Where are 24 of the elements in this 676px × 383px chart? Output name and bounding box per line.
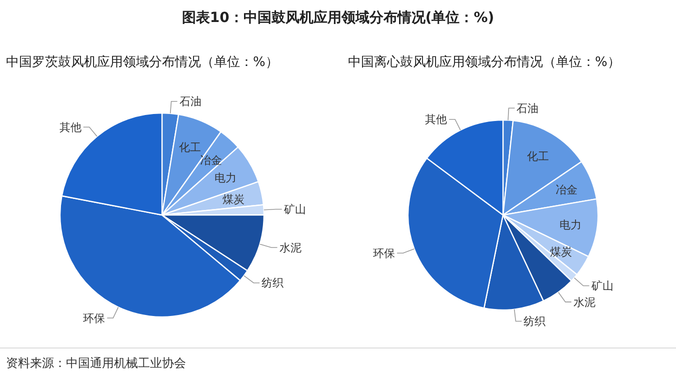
- slice-label: 石油: [516, 102, 539, 116]
- slice-label: 化工: [178, 140, 201, 154]
- slice-label: 石油: [179, 95, 202, 108]
- slice-label: 化工: [527, 150, 550, 164]
- slice-label: 矿山: [590, 280, 614, 293]
- text: 图表10：中国鼓风机应用领域分布情况(单位：%): [182, 9, 494, 26]
- slice-label: 纺织: [524, 315, 546, 328]
- slice-label: 电力: [560, 218, 582, 232]
- chart-subtitle: 中国罗茨鼓风机应用领域分布情况（单位：%）: [6, 54, 278, 70]
- slice-label: 矿山: [282, 203, 306, 216]
- slice-label: 水泥: [279, 241, 302, 254]
- slice-label: 煤炭: [550, 246, 572, 258]
- slice-label: 水泥: [573, 296, 596, 309]
- slice-label: 纺织: [262, 276, 284, 290]
- slice-label: 其他: [59, 121, 82, 134]
- slice-label: 电力: [214, 172, 236, 185]
- slice-label: 冶金: [555, 183, 578, 196]
- slice-label: 其他: [425, 113, 448, 126]
- chart-subtitle: 中国离心鼓风机应用领域分布情况（单位：%）: [348, 54, 620, 70]
- slice-label: 煤炭: [222, 193, 245, 206]
- slice-label: 冶金: [200, 154, 222, 168]
- slice-label: 环保: [83, 312, 106, 325]
- text: 资料来源：中国通用机械工业协会: [6, 356, 186, 370]
- slice-label: 环保: [373, 246, 396, 260]
